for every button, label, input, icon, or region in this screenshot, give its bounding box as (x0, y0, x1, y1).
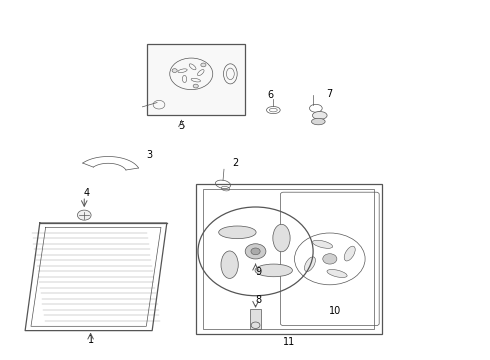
Ellipse shape (219, 226, 256, 239)
Text: 1: 1 (88, 334, 94, 345)
Text: 10: 10 (329, 306, 341, 315)
Ellipse shape (327, 269, 347, 278)
Circle shape (77, 210, 91, 220)
Ellipse shape (255, 264, 293, 277)
FancyBboxPatch shape (250, 309, 261, 329)
Text: 7: 7 (326, 89, 333, 99)
Ellipse shape (313, 112, 327, 120)
Ellipse shape (221, 251, 238, 278)
Ellipse shape (273, 224, 290, 252)
Text: 6: 6 (268, 90, 274, 100)
Text: 9: 9 (255, 267, 261, 278)
Ellipse shape (313, 240, 333, 248)
Circle shape (251, 248, 260, 255)
FancyBboxPatch shape (147, 44, 245, 116)
Ellipse shape (304, 257, 316, 271)
Text: 4: 4 (84, 188, 90, 198)
Text: 11: 11 (283, 337, 295, 347)
Text: 5: 5 (178, 121, 185, 131)
Text: 3: 3 (147, 150, 153, 160)
Circle shape (193, 84, 198, 88)
Text: 2: 2 (232, 158, 238, 168)
Circle shape (172, 69, 177, 72)
Ellipse shape (312, 118, 325, 125)
Ellipse shape (344, 246, 355, 261)
Circle shape (245, 244, 266, 259)
Circle shape (201, 63, 206, 67)
Circle shape (323, 254, 337, 264)
Text: 8: 8 (255, 295, 261, 305)
